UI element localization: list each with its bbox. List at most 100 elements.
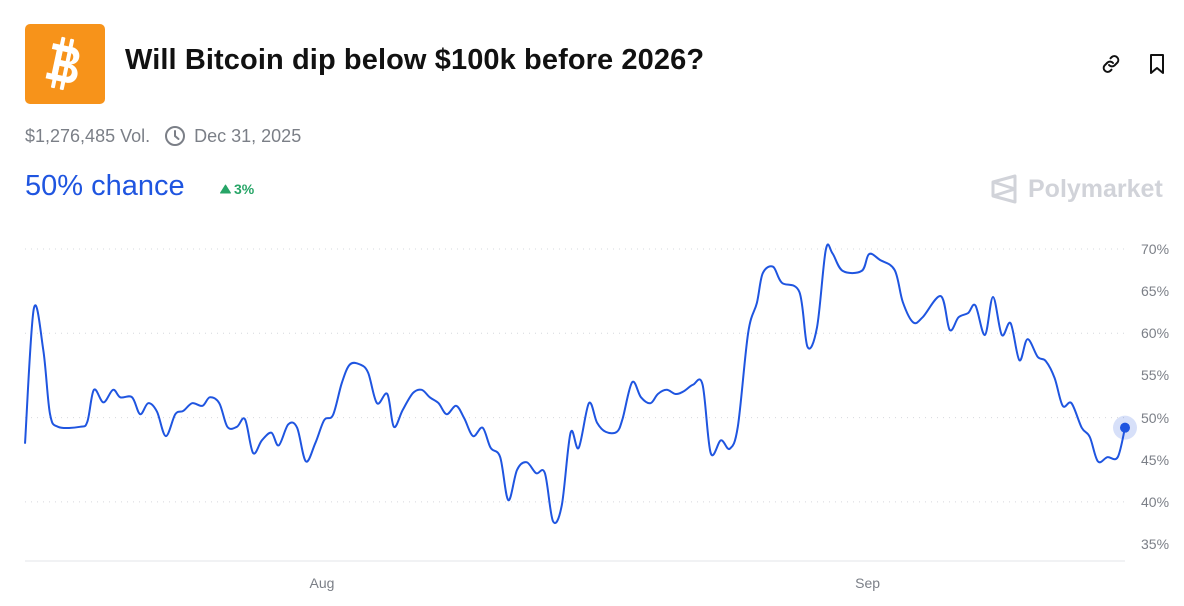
data-point bbox=[172, 411, 178, 417]
data-point bbox=[216, 400, 222, 406]
data-point bbox=[410, 390, 416, 396]
data-point bbox=[1008, 320, 1014, 326]
data-point bbox=[664, 387, 670, 393]
x-tick-label-sep: Sep bbox=[855, 575, 881, 591]
data-point bbox=[488, 445, 494, 451]
data-point bbox=[796, 289, 802, 295]
data-point bbox=[444, 411, 450, 417]
data-point bbox=[1079, 425, 1085, 431]
data-point bbox=[199, 403, 205, 409]
data-point bbox=[956, 314, 962, 320]
data-point bbox=[700, 382, 706, 388]
y-tick-label: 55% bbox=[1141, 367, 1170, 384]
chance-change: 3% bbox=[220, 181, 254, 197]
bookmark-button[interactable] bbox=[1145, 52, 1169, 76]
data-point bbox=[100, 399, 106, 405]
data-point bbox=[505, 497, 511, 503]
data-point bbox=[357, 361, 363, 367]
data-point bbox=[614, 429, 620, 435]
data-point bbox=[990, 294, 996, 300]
data-point bbox=[1060, 403, 1066, 409]
data-point bbox=[303, 458, 309, 464]
market-title: Will Bitcoin dip below $100k before 2026… bbox=[125, 44, 705, 76]
bitcoin-icon bbox=[45, 36, 80, 91]
data-point bbox=[681, 388, 687, 394]
brand-name: Polymarket bbox=[1028, 174, 1163, 203]
data-point bbox=[859, 268, 865, 274]
bitcoin-logo bbox=[25, 24, 105, 104]
data-point bbox=[137, 411, 143, 417]
triangle-up-icon bbox=[220, 184, 231, 194]
data-point bbox=[1095, 458, 1101, 464]
data-point bbox=[77, 424, 83, 430]
data-point bbox=[365, 370, 371, 376]
data-point bbox=[470, 433, 476, 439]
data-point bbox=[285, 421, 291, 427]
data-point bbox=[427, 394, 433, 400]
data-point bbox=[40, 347, 46, 353]
data-point bbox=[559, 502, 565, 508]
data-point bbox=[550, 518, 556, 524]
y-tick-label: 70% bbox=[1141, 241, 1170, 257]
data-point bbox=[840, 268, 846, 274]
bookmark-icon bbox=[1150, 54, 1164, 74]
data-point bbox=[163, 433, 169, 439]
data-point bbox=[999, 332, 1005, 338]
data-point bbox=[480, 425, 486, 431]
data-point bbox=[514, 467, 520, 473]
data-point bbox=[823, 247, 829, 253]
data-point bbox=[735, 424, 741, 430]
data-point bbox=[224, 424, 230, 430]
copy-link-button[interactable] bbox=[1099, 52, 1123, 76]
current-point[interactable] bbox=[1120, 422, 1130, 433]
end-date: Dec 31, 2025 bbox=[194, 125, 302, 146]
data-point bbox=[938, 293, 944, 299]
data-point bbox=[524, 459, 530, 465]
data-point bbox=[760, 270, 766, 276]
data-point bbox=[910, 319, 916, 325]
data-point bbox=[339, 380, 345, 386]
data-point bbox=[1115, 454, 1121, 460]
y-tick-label: 40% bbox=[1141, 493, 1170, 510]
data-point bbox=[648, 400, 654, 406]
data-point bbox=[259, 437, 265, 443]
data-point bbox=[672, 391, 678, 397]
data-point bbox=[154, 409, 160, 415]
data-point bbox=[91, 387, 97, 393]
data-point bbox=[920, 314, 926, 320]
data-point bbox=[419, 387, 425, 393]
data-point bbox=[180, 408, 186, 414]
data-point bbox=[1024, 336, 1030, 342]
data-point bbox=[779, 280, 785, 286]
data-point bbox=[586, 400, 592, 406]
data-point bbox=[1087, 434, 1093, 440]
data-point bbox=[829, 250, 835, 256]
data-point bbox=[1043, 358, 1049, 364]
data-point bbox=[576, 445, 582, 451]
data-point bbox=[330, 412, 336, 418]
x-tick-label-aug: Aug bbox=[309, 575, 335, 591]
y-tick-label: 50% bbox=[1141, 409, 1170, 426]
data-point bbox=[594, 420, 600, 426]
data-point bbox=[629, 379, 635, 385]
data-point bbox=[727, 446, 733, 452]
data-point bbox=[31, 306, 37, 312]
polymarket-logo-icon bbox=[991, 174, 1017, 204]
data-point bbox=[294, 425, 300, 431]
data-point bbox=[276, 442, 282, 448]
data-point bbox=[189, 400, 195, 406]
data-point bbox=[1016, 357, 1022, 363]
data-point bbox=[207, 394, 213, 400]
change-value: 3% bbox=[234, 181, 255, 197]
data-point bbox=[250, 450, 256, 456]
data-point bbox=[374, 400, 380, 406]
y-tick-label: 65% bbox=[1141, 283, 1170, 300]
y-tick-label: 60% bbox=[1141, 325, 1170, 342]
data-point bbox=[234, 424, 240, 430]
data-point bbox=[22, 441, 28, 447]
data-point bbox=[620, 415, 626, 421]
data-point bbox=[497, 454, 503, 460]
data-point bbox=[321, 417, 327, 423]
data-point bbox=[638, 394, 644, 400]
data-point bbox=[542, 470, 548, 476]
